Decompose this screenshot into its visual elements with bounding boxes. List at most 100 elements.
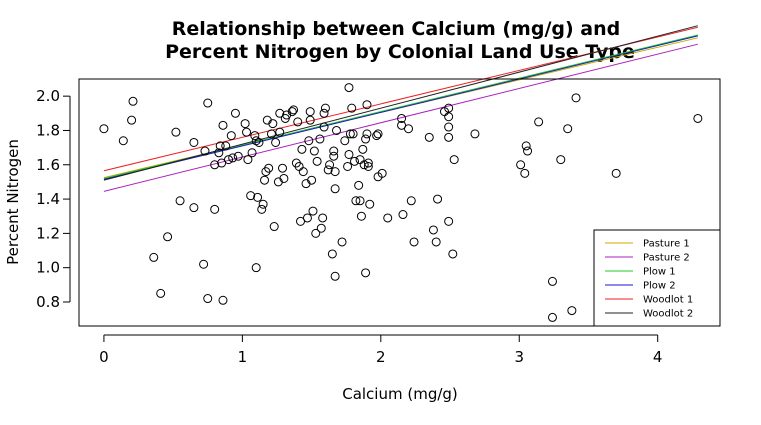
data-point [337,237,347,247]
data-point [325,160,335,170]
data-point [224,155,234,165]
data-point [275,127,285,137]
data-point [305,107,315,117]
data-point [563,124,573,134]
legend-label: Woodlot 2 [643,309,693,320]
data-point [99,124,109,134]
data-point [372,131,382,141]
data-point [200,146,210,156]
data-point [383,213,393,223]
data-point [214,148,224,158]
data-point [547,312,557,322]
data-point [305,115,315,125]
data-point [210,160,220,170]
data-point [571,93,581,103]
data-point [163,232,173,242]
data-point [362,129,372,139]
data-point [298,167,308,177]
data-point [523,146,533,156]
data-point [358,144,368,154]
data-point [311,228,321,238]
data-point [312,156,322,166]
data-point [329,151,339,161]
data-point [567,306,577,316]
data-point [233,151,243,161]
data-point [330,167,340,177]
data-points [99,83,703,322]
data-point [348,129,358,139]
data-point [332,125,342,135]
data-point [175,196,185,206]
data-point [240,119,250,129]
data-point [340,136,350,146]
data-point [264,163,274,173]
data-point [516,160,526,170]
data-point [365,199,375,209]
data-point [271,137,281,147]
plot-frame [78,78,721,327]
data-point [534,117,544,127]
data-point [319,122,329,132]
data-point [275,108,285,118]
fit-line-1 [103,43,698,192]
y-tick-label: 0.8 [36,293,60,311]
data-point [226,131,236,141]
data-point [398,210,408,220]
data-point [297,144,307,154]
y-tick-label: 1.4 [36,190,60,208]
data-point [217,158,227,168]
legend-label: Plow 2 [643,281,676,292]
data-point [377,168,387,178]
legend-label: Plow 1 [643,267,676,278]
data-point [356,211,366,221]
data-point [289,105,299,115]
data-point [250,131,260,141]
data-point [171,127,181,137]
data-point [347,103,357,113]
data-point [397,120,407,130]
data-point [350,156,360,166]
data-point [293,117,303,127]
data-point [199,259,209,269]
data-point [351,196,361,206]
data-point [323,165,333,175]
y-axis: 0.8 1.0 1.2 1.4 1.6 1.8 2.0 [36,87,71,311]
data-point [345,129,355,139]
data-point [260,175,270,185]
data-point [409,237,419,247]
data-point [373,129,383,139]
data-point [520,168,530,178]
data-point [344,83,354,93]
data-point [611,168,621,178]
data-point [470,129,480,139]
data-point [309,146,319,156]
data-point [556,155,566,165]
data-point [156,288,166,298]
legend-label: Pasture 1 [643,239,690,250]
legend: Pasture 1 Pasture 2 Plow 1 Plow 2 Woodlot 1 W… [593,229,721,327]
data-point [693,113,703,123]
data-point [189,137,199,147]
data-point [397,113,407,123]
data-point [354,180,364,190]
data-point [355,196,365,206]
regression-lines [103,25,698,192]
x-axis-label: Calcium (mg/g) [342,385,458,403]
data-point [361,134,371,144]
data-point [444,132,454,142]
data-point [547,276,557,286]
data-point [210,204,220,214]
y-axis-label: Percent Nitrogen [4,139,22,265]
data-point [296,216,306,226]
chart-title-line-2: Percent Nitrogen by Colonial Land Use Ty… [165,41,635,63]
data-point [302,213,312,223]
data-point [246,191,256,201]
data-point [203,98,213,108]
data-point [444,216,454,226]
data-point [253,192,263,202]
legend-box [593,229,721,327]
data-point [343,161,353,171]
data-point [362,100,372,110]
data-point [318,213,328,223]
data-point [315,134,325,144]
